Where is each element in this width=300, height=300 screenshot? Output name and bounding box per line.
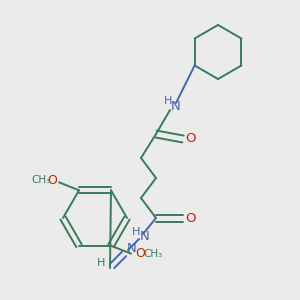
Text: N: N: [140, 230, 150, 244]
Text: H: H: [97, 258, 105, 268]
Text: CH₃: CH₃: [143, 249, 163, 259]
Text: N: N: [127, 242, 137, 256]
Text: O: O: [135, 247, 145, 260]
Text: O: O: [186, 212, 196, 224]
Text: H: H: [132, 227, 140, 237]
Text: H: H: [164, 96, 172, 106]
Text: O: O: [186, 133, 196, 146]
Text: O: O: [47, 174, 57, 187]
Text: N: N: [171, 100, 181, 112]
Text: CH₃: CH₃: [32, 175, 51, 185]
